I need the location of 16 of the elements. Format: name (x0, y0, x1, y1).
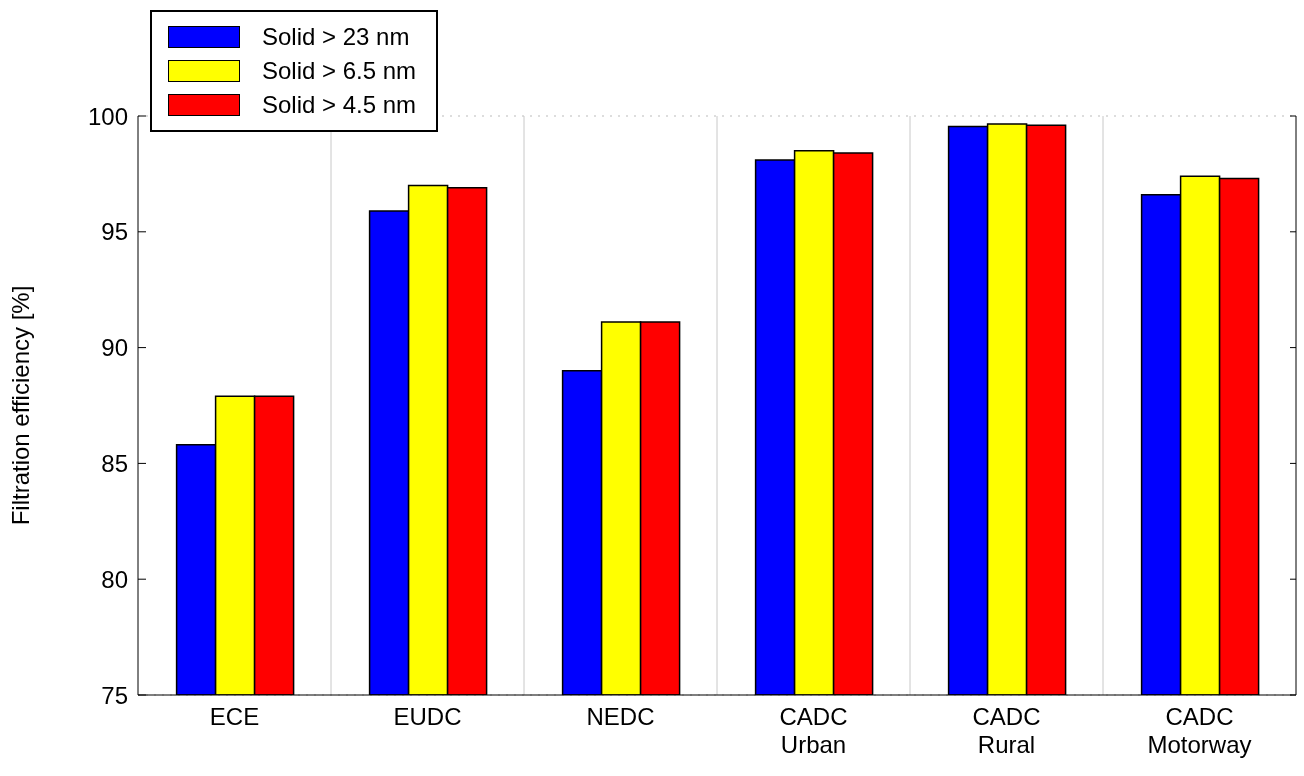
y-tick-label: 100 (87, 102, 128, 130)
y-tick-label: 75 (101, 681, 128, 709)
x-tick-label: CADC Urban (779, 703, 848, 758)
x-tick-label: CADC Rural (972, 703, 1041, 758)
x-tick-label: EUDC (393, 703, 462, 730)
y-axis-title: Filtration efficiency [%] (6, 285, 34, 526)
legend-label: Solid > 6.5 nm (262, 57, 417, 85)
y-tick-label: 80 (101, 565, 128, 593)
x-tick-label: ECE (209, 703, 260, 730)
x-tick-label: NEDC (586, 703, 655, 730)
x-tick-label: CADC Motorway (1147, 703, 1252, 758)
y-tick-label: 85 (101, 449, 128, 477)
y-tick-label: 90 (101, 334, 128, 362)
y-tick-label: 95 (101, 218, 128, 246)
legend-label: Solid > 23 nm (262, 23, 410, 51)
legend-label: Solid > 4.5 nm (262, 91, 417, 119)
